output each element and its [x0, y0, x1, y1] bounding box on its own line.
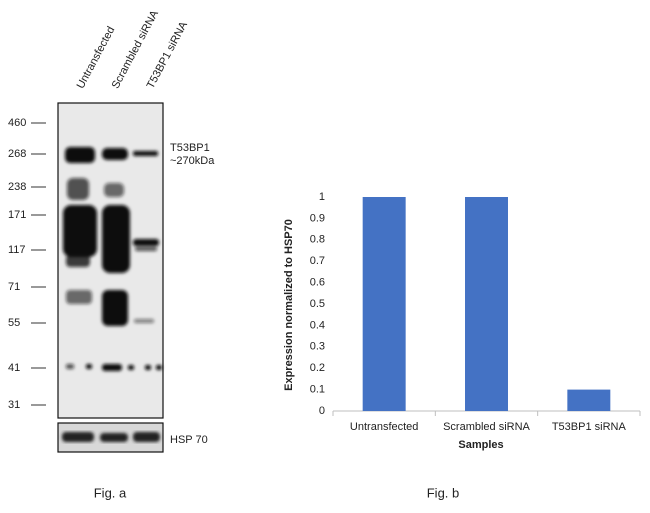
y-tick-label: 1	[319, 191, 325, 203]
marker-label: 71	[8, 281, 20, 293]
y-tick-label: 0.6	[310, 277, 325, 289]
y-tick-label: 0	[319, 405, 325, 417]
y-tick-label: 0.5	[310, 298, 325, 310]
marker-label: 55	[8, 317, 20, 329]
bar	[362, 197, 406, 411]
loading-label: HSP 70	[170, 434, 208, 446]
y-tick-label: 0.3	[310, 341, 325, 353]
band-size: ~270kDa	[170, 155, 215, 167]
caption: Fig. b	[427, 485, 460, 500]
bar	[567, 389, 611, 411]
y-tick-label: 0.2	[310, 362, 325, 374]
y-tick-label: 0.9	[310, 212, 325, 224]
marker-label: 268	[8, 148, 26, 160]
band-label: T53BP1	[170, 142, 210, 154]
marker-label: 117	[8, 244, 26, 256]
y-axis-label: Expression normalized to HSP70	[283, 219, 295, 391]
x-tick-label: Untransfected	[350, 421, 418, 433]
marker-label: 238	[8, 181, 26, 193]
western-blot	[57, 102, 164, 453]
x-tick-label: T53BP1 siRNA	[552, 421, 627, 433]
marker-label: 31	[8, 399, 20, 411]
caption: Fig. a	[94, 485, 127, 500]
x-tick-label: Scrambled siRNA	[443, 421, 530, 433]
y-tick-label: 0.1	[310, 384, 325, 396]
y-tick-label: 0.7	[310, 255, 325, 267]
y-tick-label: 0.8	[310, 234, 325, 246]
bar	[465, 197, 508, 411]
x-axis-label: Samples	[458, 439, 503, 451]
marker-label: 171	[8, 209, 26, 221]
marker-label: 460	[8, 117, 26, 129]
marker-label: 41	[8, 362, 20, 374]
y-tick-label: 0.4	[310, 319, 325, 331]
